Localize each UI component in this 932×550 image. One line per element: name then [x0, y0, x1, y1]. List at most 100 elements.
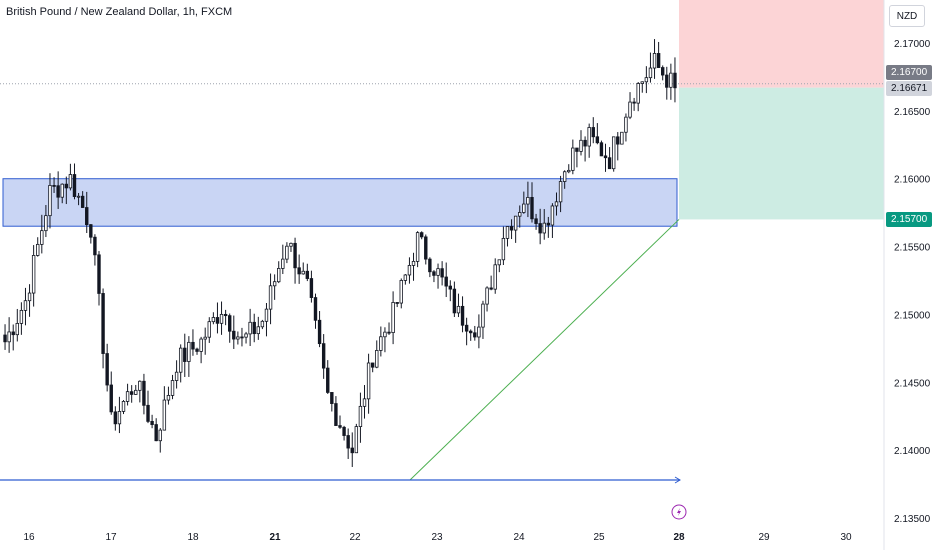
candle-body [178, 347, 183, 373]
candle-body [85, 207, 89, 226]
candle-body [530, 197, 534, 220]
candle-body [285, 245, 289, 260]
candle-body [268, 285, 273, 310]
candle-body [424, 236, 428, 260]
price-tick-label: 2.16500 [894, 107, 931, 118]
support-arrow [674, 476, 681, 484]
candle-body [150, 420, 154, 425]
candle-body [317, 319, 322, 345]
take-profit-zone[interactable] [679, 87, 884, 220]
candle-body [558, 181, 563, 203]
lightning-icon[interactable] [671, 504, 687, 520]
candle-body [665, 74, 669, 88]
candle-body [346, 435, 350, 449]
candle-body [15, 322, 19, 336]
candle-body [620, 131, 624, 145]
candle-body [375, 350, 379, 368]
candle-body [452, 288, 457, 314]
time-tick-label: 30 [840, 532, 852, 543]
trendline[interactable] [409, 219, 680, 481]
candle-body [513, 215, 518, 231]
candle-body [562, 171, 567, 182]
candle-body [477, 326, 481, 338]
time-tick-label: 17 [105, 532, 117, 543]
candle-body [469, 330, 473, 334]
candle-body [464, 324, 469, 332]
candle-body [232, 330, 236, 340]
candle-body [89, 224, 93, 238]
candle-body [338, 425, 342, 428]
resistance-zone[interactable] [2, 178, 678, 227]
candle-body [591, 127, 595, 138]
candle-body [542, 222, 546, 234]
candle-body [481, 303, 485, 328]
candle-body [44, 215, 48, 232]
candle-body [624, 116, 628, 133]
candle-body [11, 331, 15, 336]
price-tick-label: 2.16000 [894, 175, 931, 186]
candle-body [403, 274, 408, 281]
candle-body [48, 185, 52, 217]
candle-body [505, 226, 510, 239]
candle-body [518, 212, 522, 217]
candle-body [448, 285, 452, 290]
candle-body [644, 77, 649, 83]
candle-body [138, 380, 142, 391]
candle-body [56, 185, 60, 198]
candle-body [419, 232, 424, 238]
candle-body [134, 389, 138, 395]
candle-body [387, 331, 391, 334]
candle-body [583, 139, 587, 147]
candle-body [628, 101, 632, 118]
price-axis[interactable]: 2.17000 2.16500 2.16000 2.15500 2.15000 2.145… [894, 39, 931, 525]
candle-body [473, 332, 477, 338]
candle-body [399, 280, 403, 304]
candle-body [170, 380, 175, 396]
candle-body [80, 195, 85, 208]
price-tick-label: 2.14000 [894, 446, 931, 457]
candle-body [432, 271, 436, 276]
currency-button[interactable]: NZD [889, 5, 925, 27]
time-tick-label: 28 [673, 532, 685, 543]
candle-body [415, 232, 420, 262]
candle-body [603, 155, 608, 159]
candle-body [301, 270, 305, 275]
candle-body [117, 411, 122, 425]
candle-body [575, 147, 579, 152]
candle-body [370, 362, 375, 368]
candle-body [240, 336, 244, 339]
stop-loss-zone[interactable] [679, 0, 884, 88]
candle-body [31, 255, 36, 294]
candle-body [121, 401, 126, 412]
candle-body [289, 242, 293, 247]
candle-body [113, 411, 118, 425]
candle-body [7, 331, 11, 343]
candle-body [407, 265, 412, 276]
candle-body [244, 333, 248, 338]
candle-body [223, 313, 228, 317]
candle-body [493, 264, 497, 290]
candle-body [366, 362, 371, 400]
candle-body [587, 127, 591, 147]
candle-body [571, 147, 575, 171]
time-tick-label: 25 [593, 532, 605, 543]
time-tick-label: 21 [269, 532, 281, 543]
candle-body [522, 203, 526, 213]
candle-body [219, 313, 224, 324]
candle-body [211, 317, 216, 323]
candle-body [293, 242, 297, 269]
candle-body [264, 308, 269, 322]
time-axis[interactable]: 16 17 18 21 22 23 24 25 28 29 30 [23, 532, 852, 543]
candle-body [260, 320, 265, 328]
candle-body [183, 347, 187, 362]
candle-body [616, 136, 620, 145]
candle-body [166, 395, 171, 401]
candle-body [52, 185, 56, 187]
candle-body [595, 136, 600, 144]
candle-body [509, 226, 514, 231]
candle-body [391, 302, 395, 334]
candle-body [599, 142, 604, 157]
target-price-tag: 2.15700 [886, 212, 932, 227]
candle-body [661, 67, 665, 76]
